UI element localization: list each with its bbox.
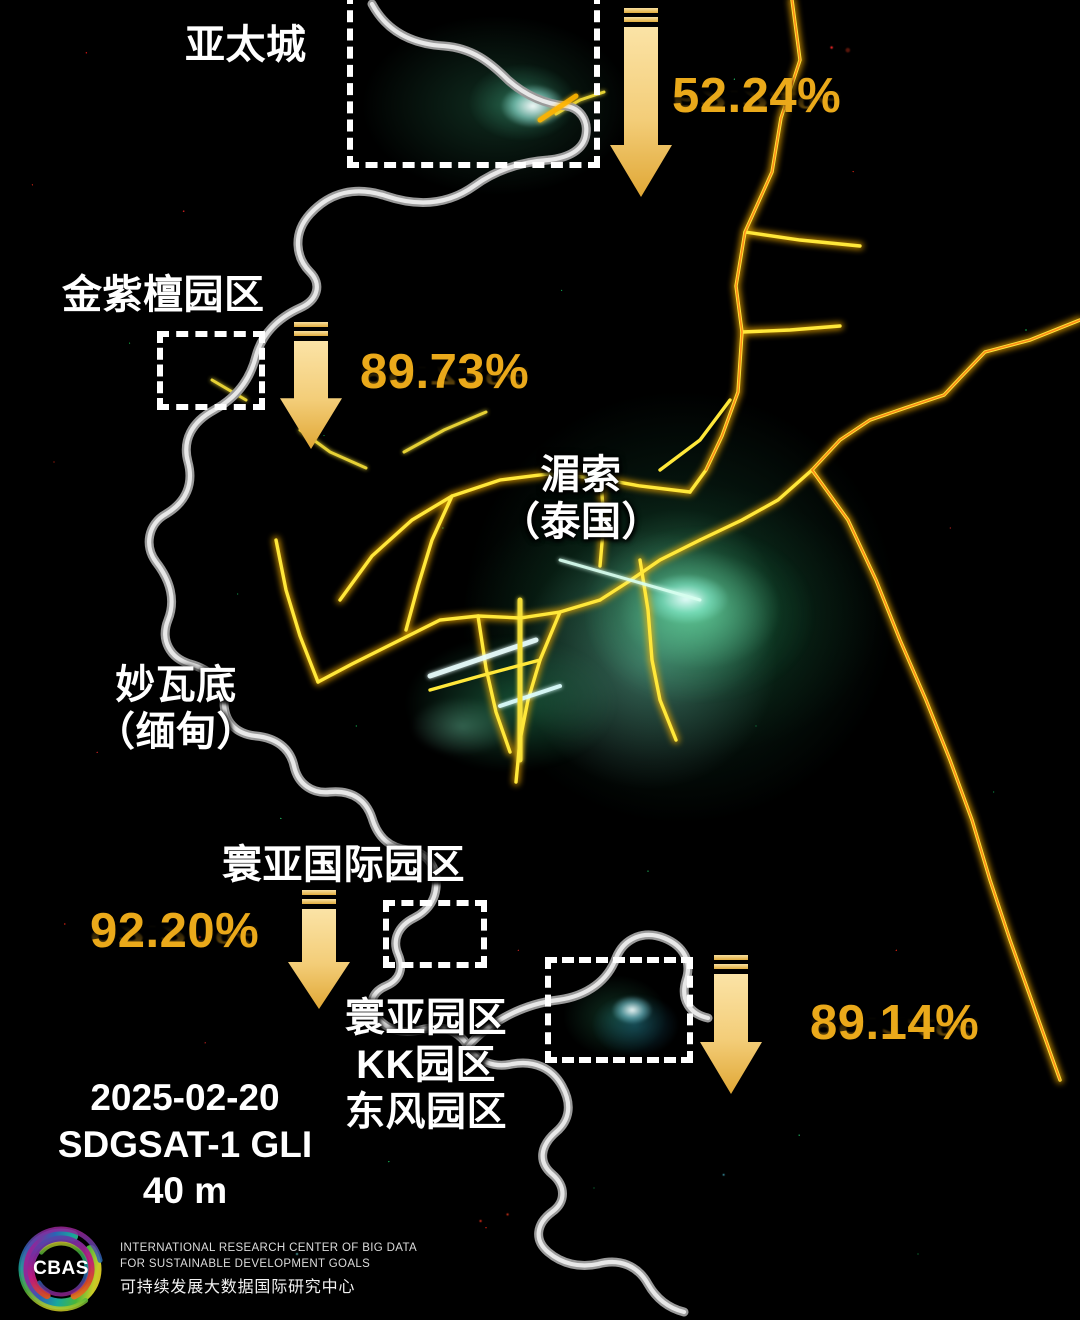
metric-value: 89.14% xyxy=(810,996,979,1050)
arrow-cap-bar-1 xyxy=(714,955,748,960)
metric-value: 92.20% xyxy=(90,904,259,958)
metric-reflection: 89.73% xyxy=(360,356,530,391)
metric-reflection: 92.20% xyxy=(90,915,260,950)
decline-arrow-kk-zone xyxy=(700,955,762,1094)
arrow-cap-bar-2 xyxy=(624,17,658,22)
roi-box-jinzitan-park[interactable] xyxy=(157,331,265,410)
metric-asia-pacific-city: 52.24% 52.24% xyxy=(672,68,841,171)
arrow-cap-bar-1 xyxy=(624,8,658,13)
decline-arrow-jinzitan-park xyxy=(280,322,342,449)
cbas-logo-block: CBAS INTERNATIONAL RESEARCH CENTER OF BI… xyxy=(14,1222,417,1316)
rainbow-ring-icon xyxy=(18,1226,104,1312)
place-label-huanya-intl-park: 寰亚国际园区 xyxy=(222,843,465,887)
arrow-down-icon xyxy=(280,341,342,449)
light-streaks xyxy=(427,93,702,763)
cbas-logo-icon: CBAS xyxy=(14,1222,108,1316)
metric-reflection: 52.24% xyxy=(672,80,842,115)
place-label-myawaddy: 妙瓦底 （缅甸） xyxy=(95,663,257,755)
arrow-cap-bar-2 xyxy=(714,964,748,969)
arrow-cap-bar-2 xyxy=(302,899,336,904)
decline-arrow-asia-pacific-city xyxy=(610,8,672,197)
metric-jinzitan-park: 89.73% 89.73% xyxy=(360,344,529,447)
acquisition-info: 2025-02-20 SDGSAT-1 GLI 40 m xyxy=(57,1077,313,1212)
roi-box-huanya-intl-park[interactable] xyxy=(383,900,487,968)
arrow-down-icon xyxy=(610,27,672,197)
organization-name: INTERNATIONAL RESEARCH CENTER OF BIG DAT… xyxy=(120,1241,417,1297)
road-network-orange-core xyxy=(705,0,1080,1081)
place-label-asia-pacific-city: 亚太城 xyxy=(185,23,307,67)
metric-value: 89.73% xyxy=(360,345,529,399)
metric-huanya-intl-park: 92.20% 92.20% xyxy=(90,903,259,1006)
organization-name-english: INTERNATIONAL RESEARCH CENTER OF BIG DAT… xyxy=(120,1242,417,1270)
place-label-jinzitan-park: 金紫檀园区 xyxy=(62,273,265,317)
place-label-huanya-kk-dongfeng: 寰亚园区 KK园区 东风园区 xyxy=(345,996,507,1135)
arrow-cap-bar-1 xyxy=(302,890,336,895)
arrow-down-icon xyxy=(288,909,350,1009)
arrow-cap-bar-2 xyxy=(294,331,328,336)
metric-reflection: 89.14% xyxy=(810,1007,980,1042)
cbas-logo-wordmark: CBAS xyxy=(33,1258,89,1279)
decline-arrow-huanya-intl-park xyxy=(288,890,350,1009)
metric-kk-zone: 89.14% 89.14% xyxy=(810,995,979,1098)
arrow-cap-bar-1 xyxy=(294,322,328,327)
border-river xyxy=(144,0,713,1317)
arrow-down-icon xyxy=(700,974,762,1094)
metric-value: 52.24% xyxy=(672,69,841,123)
roi-box-asia-pacific-city[interactable] xyxy=(347,0,600,168)
place-label-mae-sot: 湄索 （泰国） xyxy=(500,453,662,545)
roi-box-kk-zone[interactable] xyxy=(545,957,693,1063)
organization-name-chinese: 可持续发展大数据国际研究中心 xyxy=(120,1278,356,1296)
